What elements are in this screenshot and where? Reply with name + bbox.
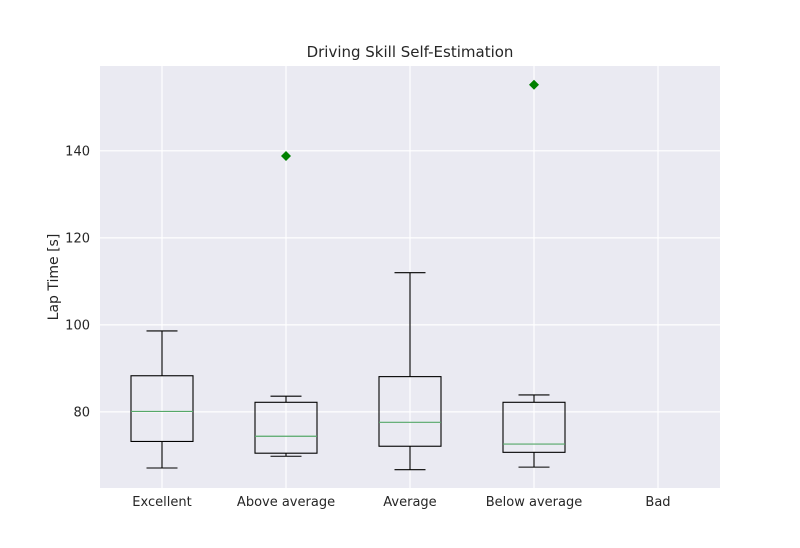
y-tick-labels: 80 100 120 140	[65, 144, 90, 420]
x-tick-label: Bad	[645, 495, 670, 510]
box-group	[378, 272, 442, 471]
x-tick-labels: Excellent Above average Average Below avera…	[132, 495, 670, 510]
outlier-point	[529, 79, 539, 90]
y-tick-label: 140	[65, 144, 90, 159]
outlier-point	[281, 151, 291, 162]
y-tick-label: 80	[73, 405, 90, 420]
x-tick-label: Excellent	[132, 495, 191, 510]
y-axis-label: Lap Time [s]	[46, 234, 62, 321]
box-group	[130, 330, 194, 469]
x-tick-label: Above average	[237, 495, 335, 510]
box-iqr	[130, 375, 194, 442]
y-tick-label: 100	[65, 318, 90, 333]
box-iqr	[254, 401, 318, 454]
box-group	[502, 79, 566, 468]
x-tick-label: Below average	[486, 495, 582, 510]
y-tick-label: 120	[65, 231, 90, 246]
box-iqr	[378, 376, 442, 447]
x-tick-label: Average	[383, 495, 436, 510]
box-group	[254, 151, 318, 457]
box-iqr	[502, 401, 566, 453]
chart-title: Driving Skill Self-Estimation	[307, 43, 514, 61]
box-series	[130, 79, 566, 471]
